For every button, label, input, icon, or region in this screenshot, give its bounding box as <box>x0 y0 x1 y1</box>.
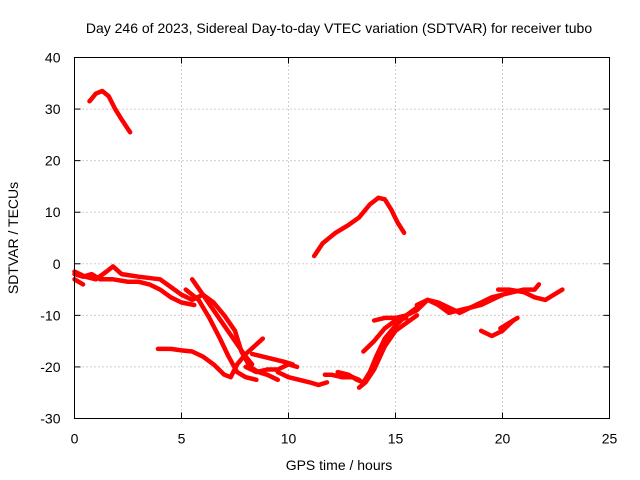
series-line-arc-8 <box>200 292 281 383</box>
y-tick-label: 0 <box>53 256 61 272</box>
y-tick-label: 40 <box>45 50 61 66</box>
series-line-arc-3 <box>72 264 206 303</box>
series-line-arc-5 <box>72 277 86 287</box>
x-tick-label: 25 <box>602 431 618 447</box>
series-line-arc-7 <box>183 287 259 383</box>
series-line-arc-15 <box>356 313 420 390</box>
series-line-arc-2 <box>311 195 407 259</box>
y-tick-label: 10 <box>45 204 61 220</box>
series-line-arc-19 <box>495 287 565 303</box>
y-axis-label: SDTVAR / TECUs <box>5 182 21 294</box>
series-line-arc-21 <box>498 315 520 331</box>
x-tick-label: 10 <box>281 431 297 447</box>
series-line-arc-12 <box>275 369 330 388</box>
y-tick-label: 30 <box>45 101 61 117</box>
x-tick-label: 15 <box>388 431 404 447</box>
y-tick-label: 20 <box>45 153 61 169</box>
grid-lines <box>74 57 610 419</box>
series-line-arc-9 <box>155 336 266 380</box>
x-tick-label: 5 <box>178 431 186 447</box>
series-line-arc-16 <box>361 315 409 354</box>
x-tick-label: 20 <box>495 431 511 447</box>
series-line-arc-11 <box>249 351 296 367</box>
y-tick-label: -20 <box>40 359 60 375</box>
series-line-arc-18 <box>414 292 505 316</box>
series-line-arc-1 <box>87 88 133 135</box>
plot-frame <box>74 57 610 419</box>
y-tick-label: -30 <box>40 411 60 427</box>
series-line-arc-4 <box>72 271 197 308</box>
axis-ticks: 0 5 10 15 20 25 -30 -20 -10 0 10 20 30 40 <box>40 50 617 447</box>
y-tick-label: -10 <box>40 307 60 323</box>
data-series-group <box>72 88 565 390</box>
x-axis-label: GPS time / hours <box>286 457 393 473</box>
chart-title: Day 246 of 2023, Sidereal Day-to-day VTE… <box>86 20 593 36</box>
x-tick-label: 0 <box>71 431 79 447</box>
